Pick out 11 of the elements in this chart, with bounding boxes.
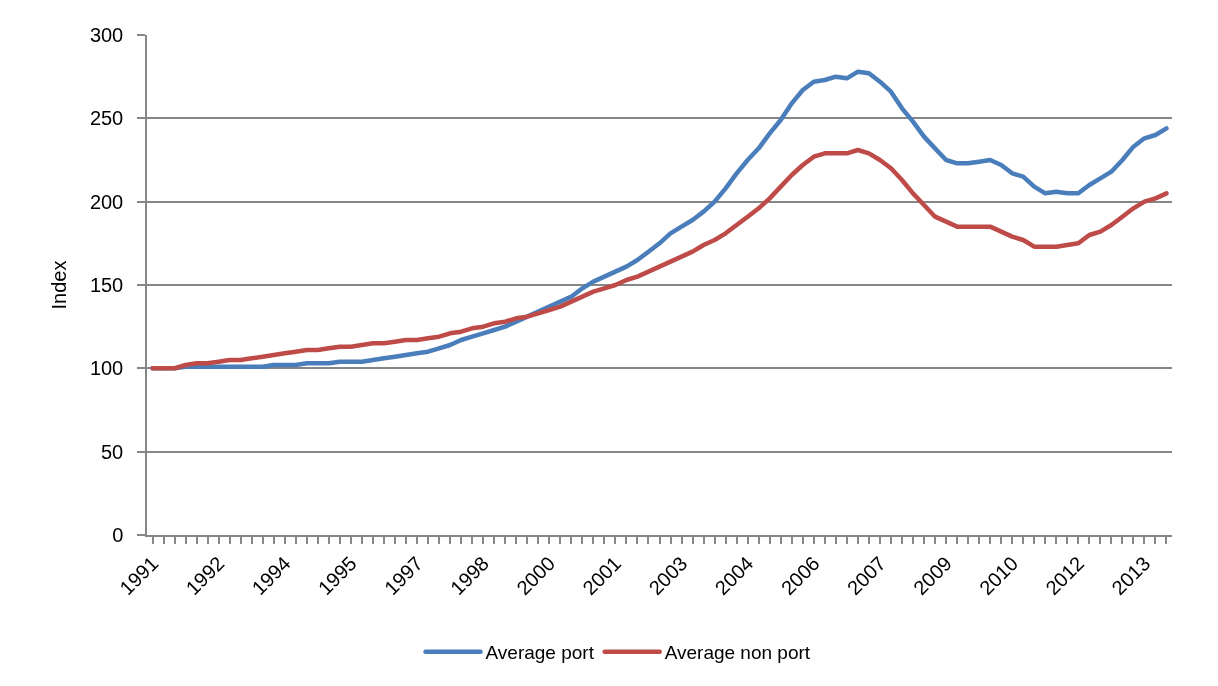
y-tick-label: 150 — [89, 274, 124, 296]
y-axis-title: Index — [47, 260, 70, 310]
y-tick-label: 50 — [101, 440, 124, 463]
y-tick-label: 250 — [89, 107, 124, 130]
line-series — [150, 147, 1169, 371]
y-tick-label: 100 — [89, 357, 124, 380]
y-tick-label: 0 — [112, 524, 124, 546]
y-tick-label: 300 — [89, 24, 124, 46]
y-tick-label: 200 — [89, 190, 124, 213]
legend-label: Average port — [485, 642, 595, 664]
legend-label: Average non port — [664, 642, 811, 664]
